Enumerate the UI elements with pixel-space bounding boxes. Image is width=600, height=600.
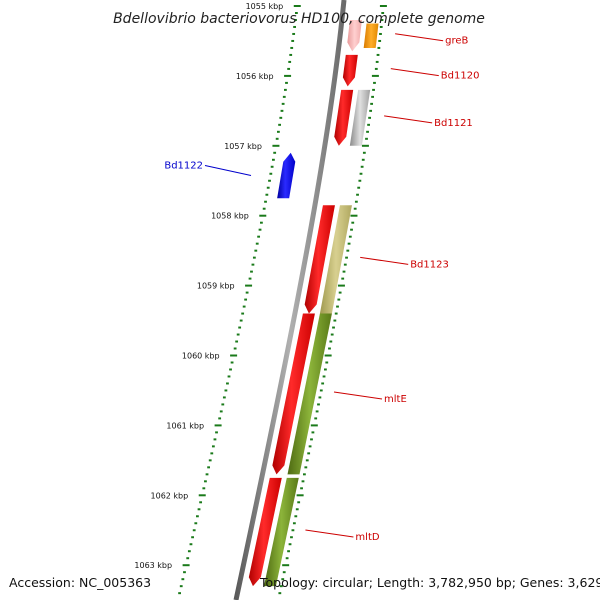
gene-labels: greB Bd1120 Bd1121 Bd1122 Bd1123 mltE mltD [164,33,480,543]
label-leader-Bd1123 [360,256,409,265]
gene-mltD-cog [263,477,299,587]
label-leader-mltD [305,529,354,538]
topology-text: Topology: circular; Length: 3,782,950 bp… [259,575,600,590]
tick-marks [178,5,387,595]
tick-label: 1055 kbp [246,2,284,11]
label-leader-mltE [333,391,383,400]
label-leader-Bd1121 [384,115,433,124]
backbone-line [233,0,347,600]
gene-label-Bd1121: Bd1121 [434,118,473,129]
tick-labels: 1055 kbp 1056 kbp 1057 kbp 1058 kbp 1059 kbp… [134,2,283,570]
map-title: Bdellovibrio bacteriovorus HD100, comple… [113,11,485,27]
gene-Bd1122 [277,152,296,199]
gene-greB [347,19,362,52]
tick-label: 1061 kbp [166,421,204,430]
accession-text: Accession: NC_005363 [9,575,151,590]
gene-label-greB: greB [445,36,468,47]
gene-mltE-cog [287,313,332,475]
label-leader-Bd1122 [204,165,252,176]
gene-Bd1123-cog [319,205,352,314]
gene-features [248,19,379,587]
gene-label-Bd1120: Bd1120 [441,71,480,82]
tick-label: 1063 kbp [134,561,172,570]
gene-Bd1121-cog [349,89,371,146]
tick-label: 1059 kbp [197,282,235,291]
gene-label-Bd1123: Bd1123 [410,259,449,270]
gene-mltE [272,313,315,475]
gene-label-mltD: mltD [355,532,379,543]
tick-label: 1062 kbp [151,491,189,500]
tick-label: 1060 kbp [182,352,220,361]
tick-label: 1057 kbp [224,142,262,151]
tick-label: 1056 kbp [236,72,274,81]
gene-Bd1121 [334,89,354,146]
gene-label-mltE: mltE [384,394,407,405]
gene-mltD [248,477,282,587]
gene-label-Bd1122: Bd1122 [164,161,203,172]
tick-label: 1058 kbp [211,212,249,221]
gene-greB-cog [363,23,379,48]
gene-Bd1123 [304,205,335,314]
label-leader-Bd1120 [390,68,439,77]
genome-backbone [233,0,347,600]
gene-Bd1120 [342,54,358,87]
label-leader-greB [395,33,444,42]
